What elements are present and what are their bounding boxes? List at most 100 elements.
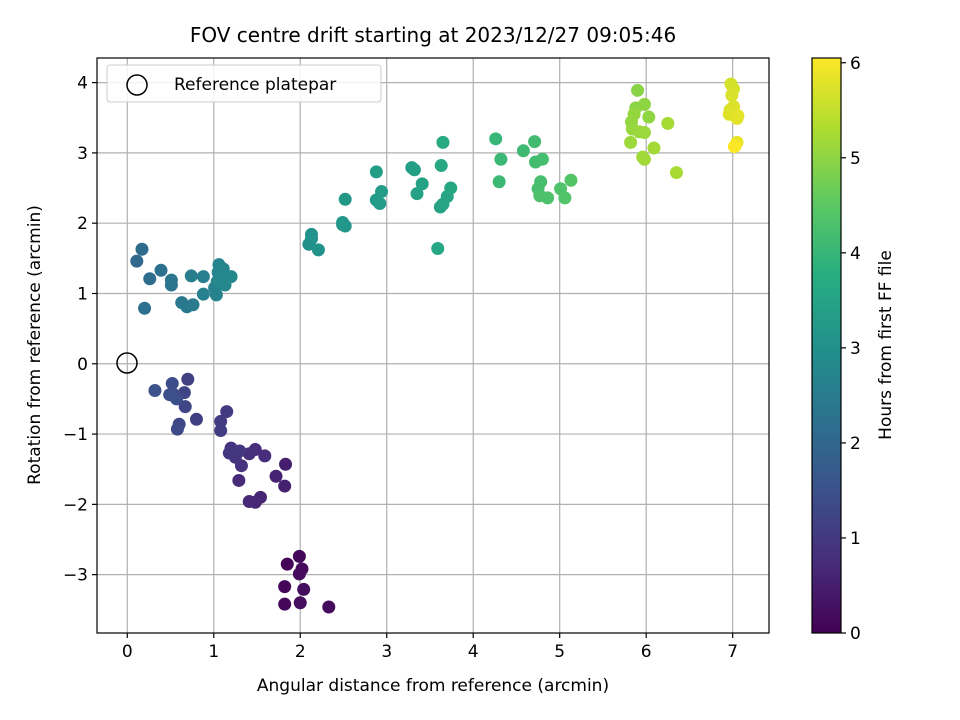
data-point [233,444,247,458]
data-point [661,116,675,130]
data-point [624,135,638,149]
data-point [637,126,651,140]
data-point [431,241,445,255]
data-point [516,144,530,158]
legend-box [106,64,382,103]
data-point [322,600,336,614]
data-point [138,301,152,315]
legend-label: Reference platepar [174,75,336,95]
data-point [222,446,236,460]
data-point [292,549,306,563]
data-point [154,263,168,277]
colorbar-tick-label: 4 [850,244,861,264]
data-point [232,473,246,487]
data-point [184,269,198,283]
data-point [297,582,311,596]
data-points [130,77,745,614]
data-point [727,140,741,154]
data-point [293,596,307,610]
data-point [220,405,234,419]
data-point [278,580,292,594]
data-point [163,388,177,402]
data-point [196,270,210,284]
y-tick-label: −3 [63,566,88,586]
data-point [224,270,238,284]
data-point [178,400,192,414]
y-tick-label: 1 [77,284,88,304]
data-point [436,135,450,149]
grid [97,58,769,633]
plot-frame [96,57,770,634]
data-point [415,177,429,191]
data-point [642,110,656,124]
data-point [186,298,200,312]
data-point [304,227,318,241]
data-point [444,181,458,195]
data-point [494,152,508,166]
data-point [130,254,144,268]
colorbar-tick-label: 1 [850,529,861,549]
reference-platepar-marker [116,352,138,374]
data-point [292,567,306,581]
x-tick-label: 5 [554,642,565,662]
data-point [214,273,228,287]
x-tick-label: 2 [295,642,306,662]
data-point [189,412,203,426]
x-tick-label: 7 [727,642,738,662]
data-point [181,372,195,386]
data-point [336,215,350,229]
y-tick-label: 2 [77,214,88,234]
x-tick-label: 4 [468,642,479,662]
data-point [558,191,572,205]
data-point [731,109,745,123]
data-point [637,152,651,166]
chart-title: FOV centre drift starting at 2023/12/27 … [190,23,676,47]
data-point [528,135,542,149]
colorbar-tick-label: 5 [850,149,861,169]
y-tick-label: 0 [77,355,88,375]
data-point [311,243,325,257]
colorbar-ticks: 0 1 2 3 4 5 6 [841,54,861,644]
data-point [278,597,292,611]
x-axis-ticks: 0 1 2 3 4 5 6 7 [122,633,738,662]
data-point [170,422,184,436]
data-point [647,141,661,155]
legend-marker-icon [126,74,148,96]
data-point [214,414,228,428]
data-point [373,197,387,211]
data-point [489,132,503,146]
data-point [410,187,424,201]
colorbar-tick-label: 3 [850,339,861,359]
colorbar-label: Hours from first FF file [876,250,896,440]
colorbar-frame [811,57,842,634]
x-tick-label: 0 [122,642,133,662]
y-tick-label: 4 [77,74,88,94]
data-point [214,424,228,438]
data-point [269,469,283,483]
data-point [279,457,293,471]
data-point [369,165,383,179]
data-point [196,287,210,301]
data-point [148,383,162,397]
x-axis-label: Angular distance from reference (arcmin) [257,676,609,696]
data-point [143,272,157,286]
y-tick-label: 3 [77,144,88,164]
data-point [725,88,739,102]
data-point [564,173,578,187]
data-point [637,97,651,111]
data-point [407,163,421,177]
data-point [631,83,645,97]
data-point [535,152,549,166]
data-point [258,449,272,463]
data-point [492,175,506,189]
legend: Reference platepar [106,64,382,103]
data-point [280,557,294,571]
data-point [164,273,178,287]
colorbar: 0 1 2 3 4 5 6 Hours from first FF file [811,54,896,644]
y-axis-label: Rotation from reference (arcmin) [25,205,45,485]
data-point [669,166,683,180]
data-point [165,376,179,390]
data-point [627,107,641,121]
y-tick-label: −2 [63,495,88,515]
